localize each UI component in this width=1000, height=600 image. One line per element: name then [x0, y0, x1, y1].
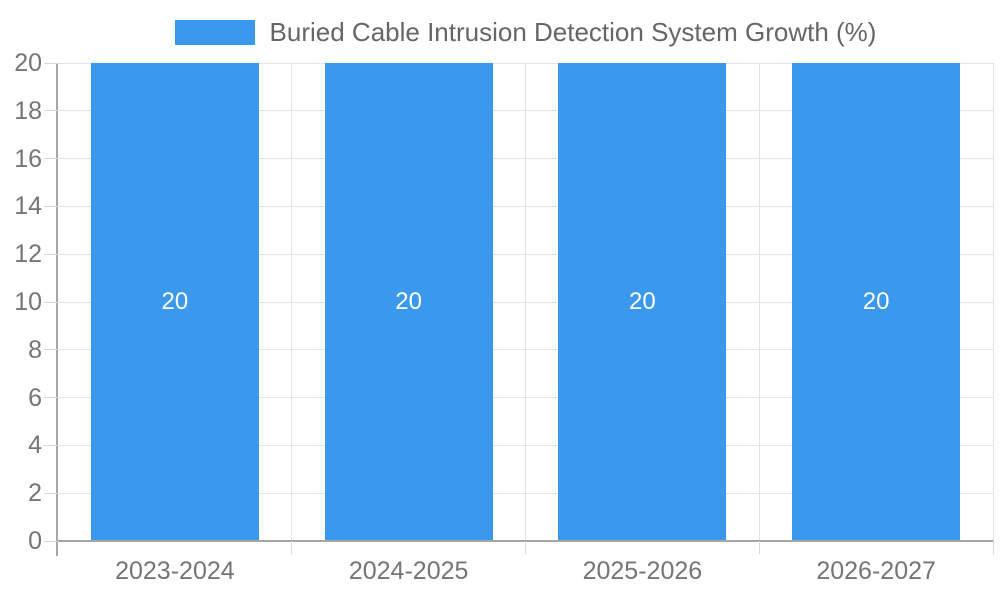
y-axis-tick-label: 4: [28, 431, 42, 460]
y-axis-tick-label: 2: [28, 479, 42, 508]
y-tick: [44, 492, 58, 494]
bar-value-label: 20: [862, 288, 890, 315]
legend-swatch: [174, 19, 255, 45]
bar-value-label: 20: [395, 288, 422, 315]
y-tick: [44, 110, 58, 112]
y-axis-tick-label: 12: [14, 240, 42, 269]
y-tick: [44, 253, 58, 255]
y-axis-tick-label: 20: [14, 49, 42, 77]
x-axis-category-label: 2025-2026: [582, 557, 703, 585]
y-axis-tick-label: 0: [28, 527, 42, 555]
y-axis-tick-label: 14: [14, 192, 42, 221]
y-axis-line: [56, 63, 58, 556]
y-axis-tick-label: 18: [14, 96, 42, 125]
x-tick: [291, 541, 293, 554]
bar-2025-2026[interactable]: 20: [558, 63, 727, 541]
x-axis-category-label: 2026-2027: [816, 557, 936, 585]
legend-item[interactable]: Buried Cable Intrusion Detection System …: [58, 13, 993, 51]
x-axis-category-label: 2023-2024: [115, 557, 235, 585]
v-gridline: [291, 63, 293, 541]
y-tick: [44, 301, 58, 303]
bar-2026-2027[interactable]: 20: [792, 63, 961, 541]
y-axis-tick-label: 6: [28, 383, 42, 412]
bar-value-label: 20: [629, 288, 656, 315]
plot-area: 20 20 20 20: [56, 62, 994, 556]
legend-label: Buried Cable Intrusion Detection System …: [269, 16, 877, 47]
v-gridline: [758, 63, 760, 541]
y-tick: [44, 158, 58, 160]
y-tick: [44, 205, 58, 207]
y-tick: [44, 444, 58, 446]
v-gridline: [992, 63, 994, 541]
x-tick: [758, 541, 760, 554]
bar-2024-2025[interactable]: 20: [324, 63, 493, 541]
bar-2023-2024[interactable]: 20: [90, 63, 259, 541]
x-tick: [525, 541, 526, 554]
y-tick: [44, 397, 58, 399]
y-axis-tick-label: 8: [28, 335, 42, 364]
y-tick: [44, 540, 58, 542]
x-axis-category-label: 2024-2025: [348, 557, 469, 585]
y-tick: [44, 349, 58, 351]
bar-value-label: 20: [161, 288, 189, 315]
y-axis-tick-label: 10: [14, 288, 42, 316]
v-gridline: [525, 63, 526, 541]
y-axis-tick-label: 16: [14, 144, 42, 173]
x-tick: [992, 541, 994, 554]
y-tick: [44, 62, 58, 64]
